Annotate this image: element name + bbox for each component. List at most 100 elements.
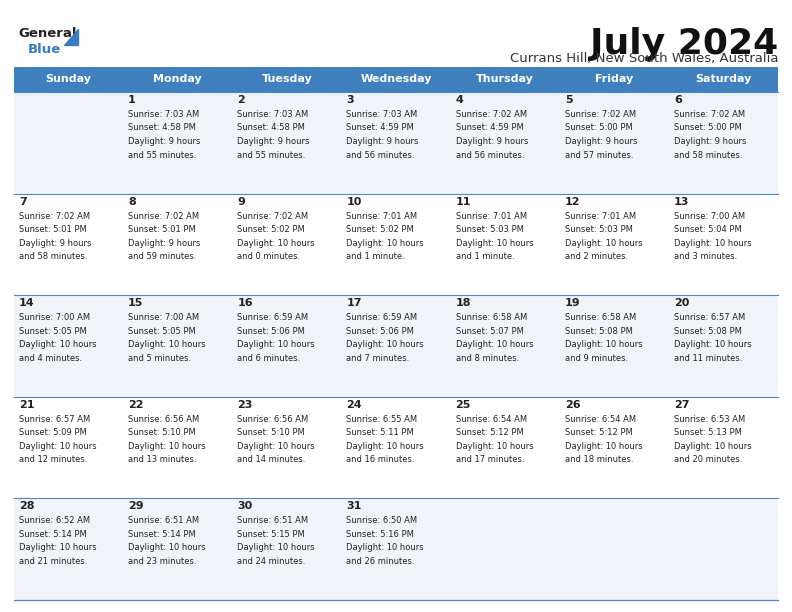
- Text: Sunset: 5:01 PM: Sunset: 5:01 PM: [19, 225, 87, 234]
- Text: Daylight: 10 hours: Daylight: 10 hours: [19, 340, 97, 349]
- Bar: [560, 498, 669, 600]
- Text: Daylight: 10 hours: Daylight: 10 hours: [674, 442, 752, 451]
- Text: 19: 19: [565, 298, 581, 308]
- Bar: [123, 295, 232, 397]
- Text: Daylight: 10 hours: Daylight: 10 hours: [455, 239, 533, 248]
- Text: 23: 23: [238, 400, 253, 410]
- Text: 22: 22: [128, 400, 143, 410]
- Text: Daylight: 10 hours: Daylight: 10 hours: [128, 543, 206, 553]
- Bar: [341, 397, 451, 498]
- Text: Daylight: 10 hours: Daylight: 10 hours: [346, 442, 424, 451]
- Text: and 7 minutes.: and 7 minutes.: [346, 354, 409, 363]
- Bar: [14, 92, 123, 193]
- Text: Daylight: 10 hours: Daylight: 10 hours: [565, 239, 642, 248]
- Text: and 0 minutes.: and 0 minutes.: [238, 252, 300, 261]
- Text: Daylight: 10 hours: Daylight: 10 hours: [238, 239, 315, 248]
- Text: and 26 minutes.: and 26 minutes.: [346, 557, 415, 566]
- Text: and 57 minutes.: and 57 minutes.: [565, 151, 634, 160]
- Bar: [451, 295, 560, 397]
- Text: Sunset: 5:16 PM: Sunset: 5:16 PM: [346, 530, 414, 539]
- Text: Daylight: 10 hours: Daylight: 10 hours: [238, 543, 315, 553]
- Text: and 12 minutes.: and 12 minutes.: [19, 455, 87, 465]
- Text: General: General: [18, 27, 77, 40]
- Text: 15: 15: [128, 298, 143, 308]
- Text: 29: 29: [128, 501, 144, 512]
- Text: Wednesday: Wednesday: [360, 75, 432, 84]
- Text: Sunset: 5:05 PM: Sunset: 5:05 PM: [128, 327, 196, 336]
- Text: and 14 minutes.: and 14 minutes.: [238, 455, 306, 465]
- Text: Daylight: 9 hours: Daylight: 9 hours: [128, 239, 200, 248]
- Bar: [232, 193, 341, 295]
- Bar: [123, 92, 232, 193]
- Text: Sunrise: 7:01 AM: Sunrise: 7:01 AM: [346, 212, 417, 220]
- Text: Sunrise: 6:52 AM: Sunrise: 6:52 AM: [19, 517, 90, 525]
- Text: Sunrise: 6:59 AM: Sunrise: 6:59 AM: [238, 313, 308, 322]
- Text: 16: 16: [238, 298, 253, 308]
- Text: Sunrise: 7:02 AM: Sunrise: 7:02 AM: [565, 110, 636, 119]
- Bar: [14, 295, 123, 397]
- Text: 2: 2: [238, 95, 245, 105]
- Text: Daylight: 10 hours: Daylight: 10 hours: [674, 340, 752, 349]
- Text: and 59 minutes.: and 59 minutes.: [128, 252, 196, 261]
- Text: and 3 minutes.: and 3 minutes.: [674, 252, 737, 261]
- Text: Sunset: 4:59 PM: Sunset: 4:59 PM: [346, 124, 414, 133]
- Text: Sunrise: 6:57 AM: Sunrise: 6:57 AM: [674, 313, 745, 322]
- Text: Sunrise: 7:02 AM: Sunrise: 7:02 AM: [128, 212, 200, 220]
- Text: Sunset: 5:01 PM: Sunset: 5:01 PM: [128, 225, 196, 234]
- Text: and 58 minutes.: and 58 minutes.: [674, 151, 742, 160]
- Bar: [560, 397, 669, 498]
- Bar: [451, 498, 560, 600]
- Text: Sunrise: 6:58 AM: Sunrise: 6:58 AM: [565, 313, 636, 322]
- Text: Sunrise: 7:02 AM: Sunrise: 7:02 AM: [455, 110, 527, 119]
- Text: Sunset: 5:05 PM: Sunset: 5:05 PM: [19, 327, 87, 336]
- Text: and 20 minutes.: and 20 minutes.: [674, 455, 742, 465]
- Text: Sunset: 5:02 PM: Sunset: 5:02 PM: [346, 225, 414, 234]
- Text: and 6 minutes.: and 6 minutes.: [238, 354, 300, 363]
- Text: 28: 28: [19, 501, 35, 512]
- Text: and 9 minutes.: and 9 minutes.: [565, 354, 628, 363]
- Text: Sunset: 5:08 PM: Sunset: 5:08 PM: [565, 327, 633, 336]
- Text: and 13 minutes.: and 13 minutes.: [128, 455, 196, 465]
- Text: Sunday: Sunday: [46, 75, 92, 84]
- Text: 12: 12: [565, 196, 581, 207]
- Text: Daylight: 10 hours: Daylight: 10 hours: [346, 340, 424, 349]
- Text: Monday: Monday: [154, 75, 202, 84]
- Text: Sunset: 5:04 PM: Sunset: 5:04 PM: [674, 225, 741, 234]
- Text: Friday: Friday: [595, 75, 634, 84]
- Text: Daylight: 10 hours: Daylight: 10 hours: [455, 442, 533, 451]
- Text: Sunrise: 6:58 AM: Sunrise: 6:58 AM: [455, 313, 527, 322]
- Text: July 2024: July 2024: [590, 27, 778, 61]
- Text: Daylight: 10 hours: Daylight: 10 hours: [565, 340, 642, 349]
- Text: Sunrise: 6:59 AM: Sunrise: 6:59 AM: [346, 313, 417, 322]
- Bar: [669, 498, 778, 600]
- Text: Sunrise: 7:02 AM: Sunrise: 7:02 AM: [674, 110, 745, 119]
- Text: Daylight: 10 hours: Daylight: 10 hours: [346, 543, 424, 553]
- Text: Sunrise: 6:54 AM: Sunrise: 6:54 AM: [565, 415, 636, 424]
- Text: Sunset: 5:08 PM: Sunset: 5:08 PM: [674, 327, 742, 336]
- Text: 1: 1: [128, 95, 136, 105]
- Text: 20: 20: [674, 298, 689, 308]
- Text: 21: 21: [19, 400, 35, 410]
- Text: 5: 5: [565, 95, 573, 105]
- Text: 8: 8: [128, 196, 136, 207]
- Bar: [669, 397, 778, 498]
- Text: 26: 26: [565, 400, 581, 410]
- Text: Daylight: 9 hours: Daylight: 9 hours: [455, 137, 528, 146]
- Text: and 55 minutes.: and 55 minutes.: [128, 151, 196, 160]
- Bar: [123, 498, 232, 600]
- Text: Daylight: 10 hours: Daylight: 10 hours: [128, 442, 206, 451]
- Text: and 18 minutes.: and 18 minutes.: [565, 455, 634, 465]
- Text: Sunset: 5:00 PM: Sunset: 5:00 PM: [565, 124, 633, 133]
- Text: and 21 minutes.: and 21 minutes.: [19, 557, 87, 566]
- Text: Sunset: 4:58 PM: Sunset: 4:58 PM: [238, 124, 305, 133]
- Bar: [232, 92, 341, 193]
- Text: Sunset: 5:14 PM: Sunset: 5:14 PM: [19, 530, 87, 539]
- Text: Daylight: 10 hours: Daylight: 10 hours: [455, 340, 533, 349]
- Text: Sunset: 5:14 PM: Sunset: 5:14 PM: [128, 530, 196, 539]
- Text: Daylight: 9 hours: Daylight: 9 hours: [674, 137, 746, 146]
- Text: Sunrise: 6:55 AM: Sunrise: 6:55 AM: [346, 415, 417, 424]
- Text: Sunset: 5:06 PM: Sunset: 5:06 PM: [346, 327, 414, 336]
- Text: 11: 11: [455, 196, 471, 207]
- Text: Sunset: 4:58 PM: Sunset: 4:58 PM: [128, 124, 196, 133]
- Text: Sunset: 5:10 PM: Sunset: 5:10 PM: [238, 428, 305, 438]
